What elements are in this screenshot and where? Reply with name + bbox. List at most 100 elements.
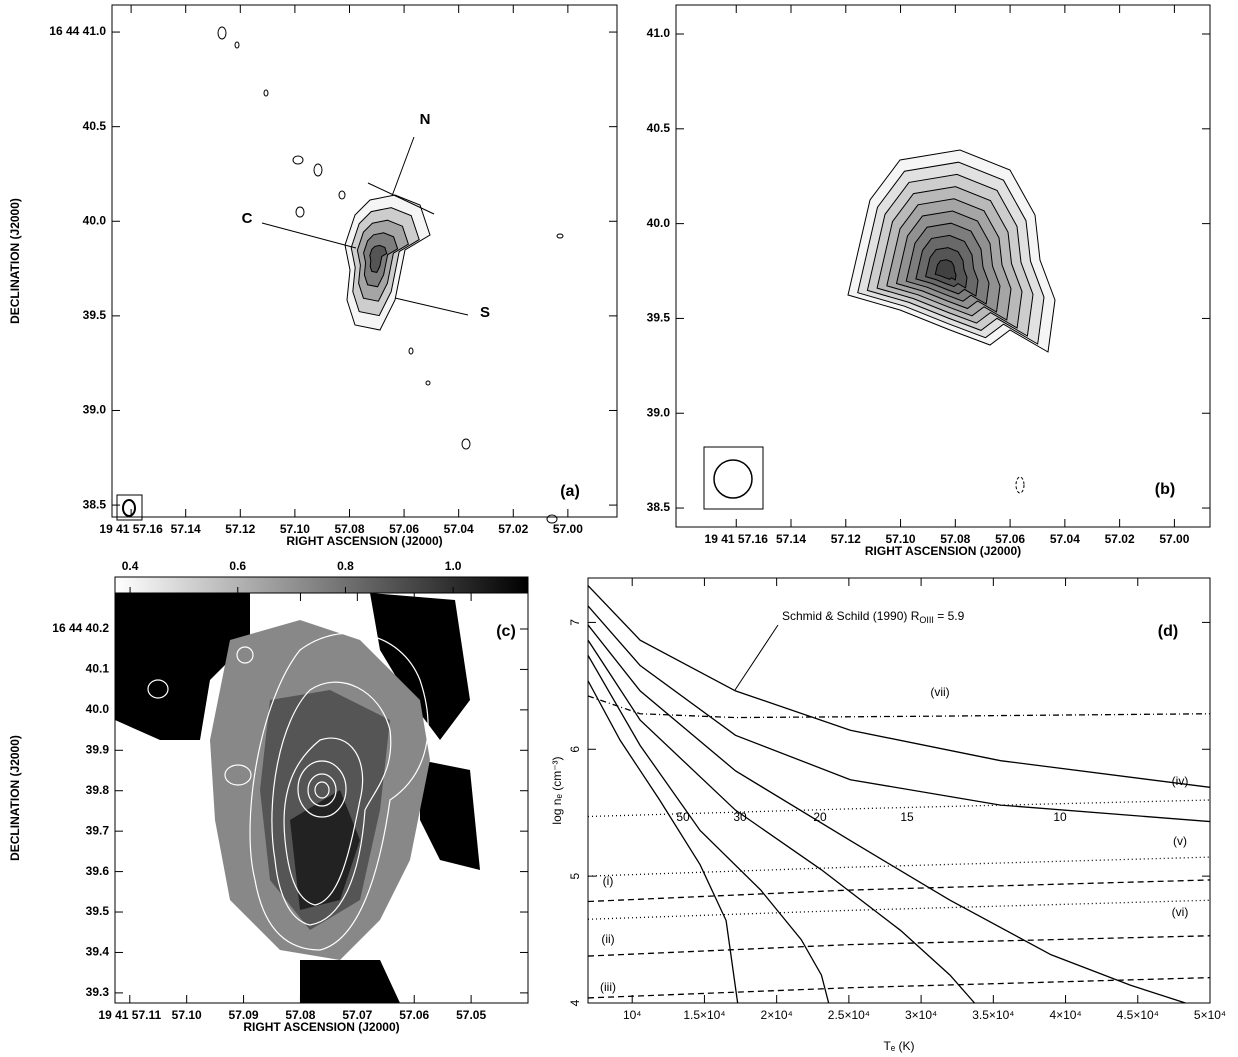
- annotation-part: = 5.9: [934, 609, 965, 623]
- y-tick-label: 6: [568, 746, 582, 753]
- y-tick-label: 39.7: [86, 823, 110, 837]
- x-tick-label: 57.00: [553, 522, 583, 536]
- plot-frame: [675, 4, 1211, 528]
- colorbar-tick-label: 0.4: [122, 559, 139, 573]
- annotation-part: OIII: [919, 615, 934, 625]
- data-line: [588, 585, 1210, 788]
- x-axis-label: RIGHT ASCENSION (J2000): [286, 534, 442, 548]
- data-line: [588, 680, 739, 1003]
- y-tick-label: 39.0: [83, 403, 107, 417]
- y-tick-label: 41.0: [647, 26, 671, 40]
- x-axis-label: Tₑ (K): [883, 1039, 914, 1053]
- y-tick-label: 38.5: [647, 500, 671, 514]
- x-tick-label: 57.14: [171, 522, 201, 536]
- data-line: [588, 976, 1210, 999]
- x-tick-label: 57.02: [498, 522, 528, 536]
- plot-frame: [114, 592, 529, 1004]
- plot-frame: [587, 577, 1211, 1004]
- y-tick-label: 39.0: [647, 405, 671, 419]
- data-line: [588, 856, 1210, 877]
- annotation: Schmid & Schild (1990) ROIII = 5.9: [782, 609, 965, 625]
- y-tick-label: 40.1: [86, 662, 110, 676]
- colorbar-tick-label: 1.0: [445, 559, 462, 573]
- series-label: (iv): [1172, 774, 1189, 788]
- y-tick-label: 16 44 40.2: [52, 621, 109, 635]
- annotation: N: [420, 111, 431, 128]
- panel-label: (a): [560, 483, 580, 500]
- series-label: 20: [813, 810, 827, 824]
- x-tick-label: 4×10⁴: [1049, 1008, 1081, 1022]
- x-tick-label: 2.5×10⁴: [828, 1008, 870, 1022]
- panel-label: (c): [496, 623, 516, 640]
- colorbar-tick-label: 0.8: [337, 559, 354, 573]
- x-tick-label: 19 41 57.16: [99, 522, 163, 536]
- x-tick-label: 10⁴: [623, 1008, 642, 1022]
- series-label: 50: [676, 810, 690, 824]
- series-label: (ii): [601, 932, 614, 946]
- x-tick-label: 57.00: [1159, 532, 1189, 546]
- data-line: [588, 879, 1210, 903]
- x-tick-label: 57.04: [1050, 532, 1080, 546]
- x-tick-label: 57.14: [776, 532, 806, 546]
- series-label: (i): [603, 874, 614, 888]
- colorbar-tick-label: 0.6: [229, 559, 246, 573]
- y-tick-label: 40.5: [647, 121, 671, 135]
- panel-a-image: [116, 26, 564, 524]
- x-tick-label: 57.12: [225, 522, 255, 536]
- x-tick-label: 2×10⁴: [761, 1008, 793, 1022]
- y-tick-label: 39.4: [86, 945, 110, 959]
- y-tick-label: 39.5: [83, 308, 107, 322]
- data-line: [588, 935, 1210, 957]
- y-axis-label: log nₑ (cm⁻³): [550, 756, 564, 824]
- series-label: (vi): [1172, 905, 1189, 919]
- y-axis-label: DECLINATION (J2000): [8, 735, 22, 861]
- x-tick-label: 57.06: [995, 532, 1025, 546]
- series-label: (iii): [600, 980, 616, 994]
- y-tick-label: 38.5: [83, 497, 107, 511]
- x-tick-label: 57.08: [940, 532, 970, 546]
- y-tick-label: 40.5: [83, 119, 107, 133]
- annotation-arrow: [734, 624, 779, 691]
- y-tick-label: 39.5: [86, 904, 110, 918]
- x-tick-label: 57.06: [399, 1008, 429, 1022]
- series-label: 15: [900, 810, 914, 824]
- x-tick-label: 57.09: [229, 1008, 259, 1022]
- y-tick-label: 40.0: [86, 702, 110, 716]
- x-tick-label: 57.04: [444, 522, 474, 536]
- x-axis-label: RIGHT ASCENSION (J2000): [865, 544, 1021, 558]
- data-line: [588, 655, 830, 1003]
- y-tick-label: 40.0: [83, 213, 107, 227]
- x-tick-label: 57.02: [1105, 532, 1135, 546]
- y-tick-label: 39.8: [86, 783, 110, 797]
- x-axis-label: RIGHT ASCENSION (J2000): [243, 1020, 399, 1034]
- y-tick-label: 39.3: [86, 985, 110, 999]
- x-tick-label: 4.5×10⁴: [1117, 1008, 1159, 1022]
- x-tick-label: 1.5×10⁴: [683, 1008, 725, 1022]
- y-tick-label: 39.6: [86, 864, 110, 878]
- data-line: [588, 695, 1210, 719]
- data-line: [588, 624, 1186, 1003]
- x-tick-label: 3.5×10⁴: [972, 1008, 1014, 1022]
- data-line: [588, 799, 1210, 818]
- x-tick-label: 57.08: [334, 522, 364, 536]
- series-label: (v): [1173, 834, 1187, 848]
- panel-b-image: [703, 149, 1056, 510]
- series-label: 10: [1053, 810, 1067, 824]
- y-axis-label: DECLINATION (J2000): [8, 198, 22, 324]
- x-tick-label: 57.07: [342, 1008, 372, 1022]
- annotation: S: [480, 304, 490, 321]
- data-line: [588, 899, 1210, 920]
- series-label: (vii): [930, 685, 949, 699]
- x-tick-label: 57.10: [280, 522, 310, 536]
- x-tick-label: 57.06: [389, 522, 419, 536]
- annotation-part: Schmid & Schild (1990) R: [782, 609, 920, 623]
- y-tick-label: 7: [568, 619, 582, 626]
- x-tick-label: 19 41 57.11: [98, 1008, 161, 1022]
- y-tick-label: 5: [568, 872, 582, 879]
- x-tick-label: 57.05: [456, 1008, 486, 1022]
- y-tick-label: 39.5: [647, 311, 671, 325]
- contour: [369, 244, 388, 273]
- panel-label: (b): [1155, 481, 1175, 498]
- x-tick-label: 57.12: [831, 532, 861, 546]
